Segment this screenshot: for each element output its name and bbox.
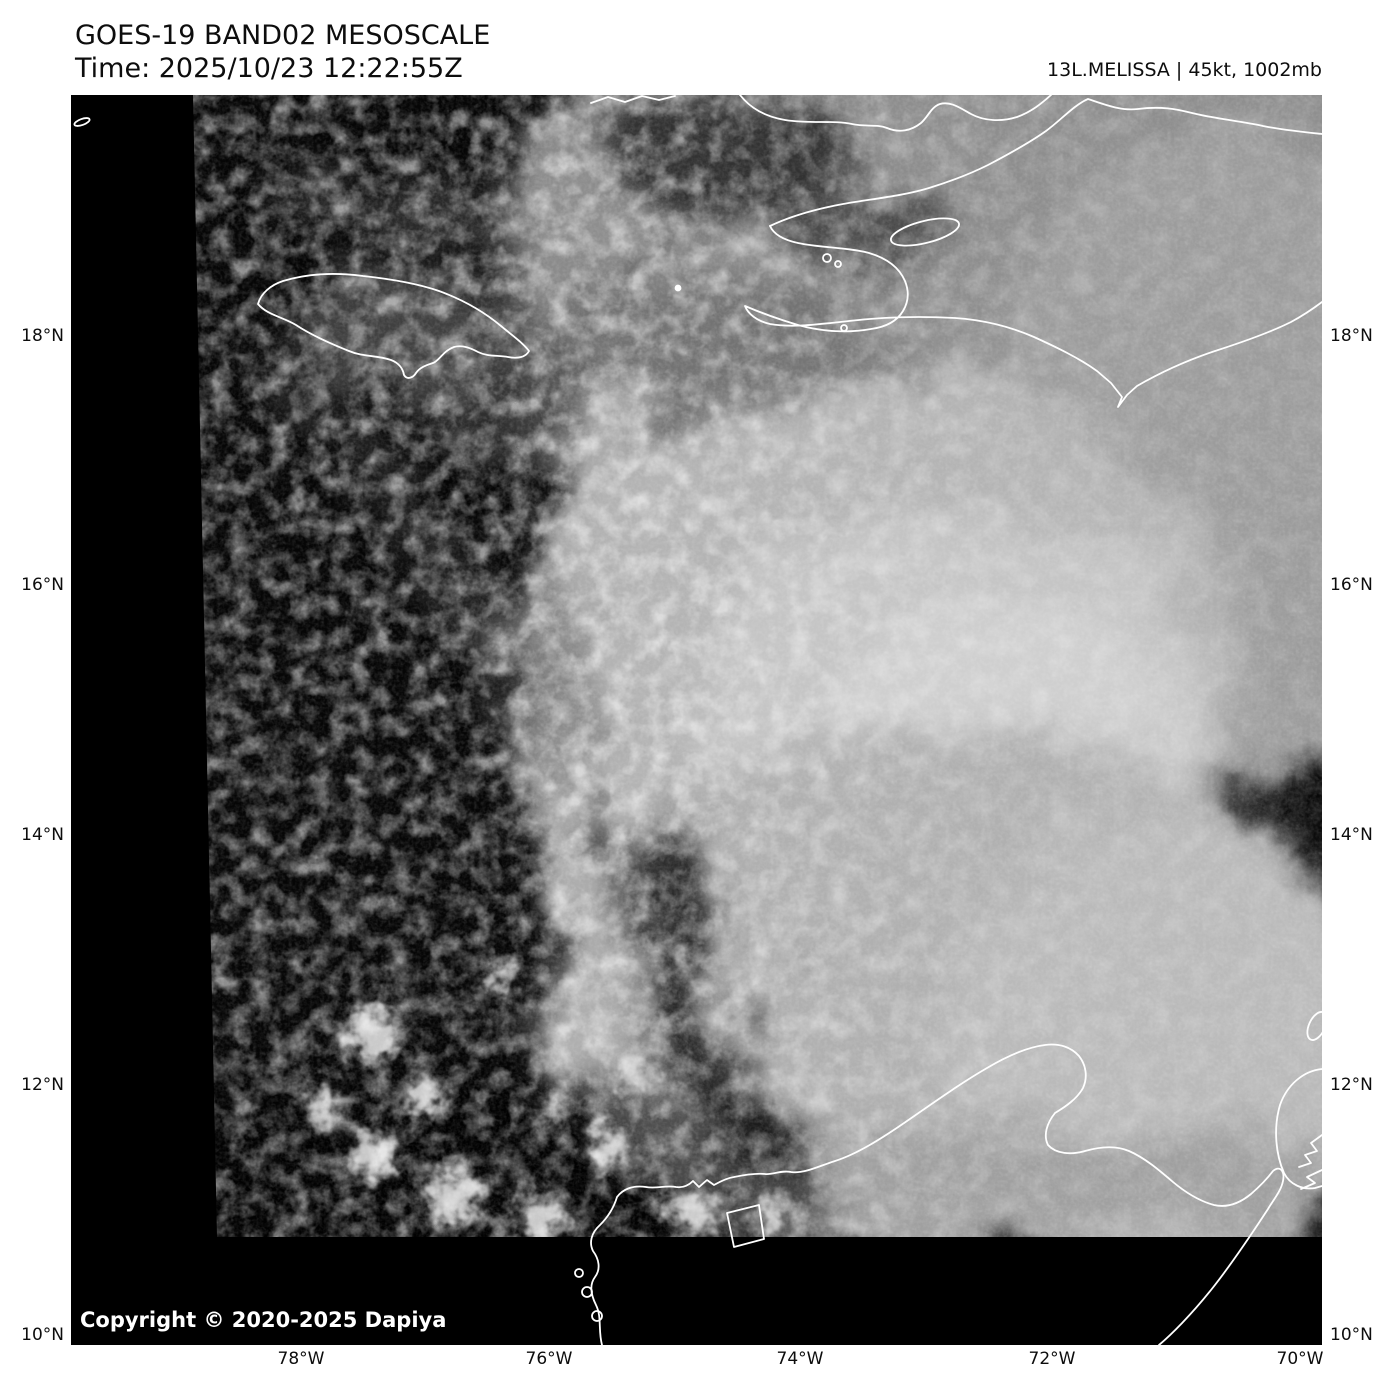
lat-tick-left-14n: 14°N <box>21 825 64 845</box>
copyright-notice: Copyright © 2020-2025 Dapiya <box>80 1308 447 1332</box>
coastline-paraguana <box>1275 1068 1322 1190</box>
satellite-map: Copyright © 2020-2025 Dapiya <box>71 95 1322 1345</box>
coastline-south-america <box>590 1043 1285 1345</box>
lat-tick-left-10n: 10°N <box>21 1325 64 1345</box>
islet-colombia-2 <box>581 1286 593 1298</box>
lagoon-cienaga <box>726 1204 765 1248</box>
coastline-gulf-venezuela-2 <box>1300 1169 1322 1190</box>
lat-tick-right-10n: 10°N <box>1330 1325 1373 1345</box>
lon-tick-72w: 72°W <box>1028 1349 1076 1369</box>
lat-tick-left-16n: 16°N <box>21 575 64 595</box>
islet-haiti-3 <box>840 324 848 332</box>
islet-haiti-1 <box>822 253 832 263</box>
lat-tick-left-12n: 12°N <box>21 1075 64 1095</box>
lon-tick-70w: 70°W <box>1276 1349 1324 1369</box>
coastline-jamaica <box>257 273 530 379</box>
storm-status: 13L.MELISSA | 45kt, 1002mb <box>1047 59 1322 81</box>
lat-tick-right-12n: 12°N <box>1330 1075 1373 1095</box>
timestamp: Time: 2025/10/23 12:22:55Z <box>75 53 463 84</box>
coastline-cuba-east <box>739 95 1052 132</box>
lat-tick-right-18n: 18°N <box>1330 326 1373 346</box>
coastline-hispaniola-north <box>769 98 1322 227</box>
islet-colombia-1 <box>574 1268 584 1278</box>
islet-haiti-2 <box>834 260 842 268</box>
lon-tick-74w: 74°W <box>776 1349 824 1369</box>
satellite-image <box>71 95 1322 1345</box>
lat-tick-right-16n: 16°N <box>1330 575 1373 595</box>
coastline-gonave-island <box>890 217 960 247</box>
data-region <box>193 95 1322 1237</box>
image-grain-texture <box>193 95 1322 1237</box>
lat-tick-left-18n: 18°N <box>21 326 64 346</box>
coastline-cuba-west <box>590 95 676 104</box>
lon-tick-76w: 76°W <box>525 1349 573 1369</box>
island-navassa-dot <box>674 284 682 292</box>
islet-colombia-3 <box>591 1310 603 1322</box>
page-title: GOES-19 BAND02 MESOSCALE <box>75 20 491 51</box>
island-aruba <box>1306 1011 1322 1041</box>
coastline-cay-topleft <box>73 117 91 127</box>
coastline-hispaniola-south <box>744 225 1322 408</box>
lat-tick-right-14n: 14°N <box>1330 825 1373 845</box>
coastline-gulf-venezuela-1 <box>1298 1134 1322 1168</box>
coastline-overlay <box>73 95 1322 1345</box>
lon-tick-78w: 78°W <box>277 1349 325 1369</box>
